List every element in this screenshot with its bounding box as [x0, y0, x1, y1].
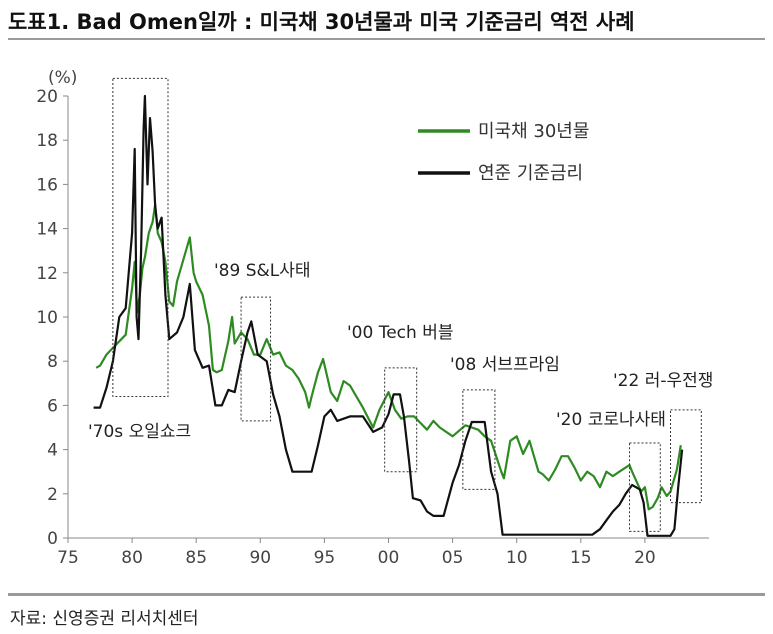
page-title: 도표1. Bad Omen일까 : 미국채 30년물과 미국 기준금리 역전 사…	[8, 10, 635, 34]
annotation-box	[670, 409, 702, 504]
legend-label-treasury30y: 미국채 30년물	[478, 121, 589, 142]
legend: 미국채 30년물 연준 기준금리	[418, 121, 589, 184]
y-tick-label: 10	[36, 308, 58, 328]
axes-layer: 0 2 4 6 8 10 12 14 16 18 20 75 80 85 90 95 00 05 10 15 20	[36, 87, 709, 568]
x-tick-label: 85	[185, 548, 207, 568]
annotation-box	[240, 296, 272, 422]
y-tick-label: 18	[36, 131, 58, 151]
series-line-treasury30y	[95, 203, 682, 511]
y-tick-label: 0	[47, 529, 58, 549]
x-tick-label: 10	[506, 548, 528, 568]
annotation-label: '22 러-우전쟁	[613, 371, 713, 391]
y-tick-label: 4	[47, 441, 58, 461]
y-axis-unit-label: (%)	[48, 68, 77, 88]
x-tick-label: 20	[634, 548, 656, 568]
x-tick-label: 80	[121, 548, 143, 568]
annotation-label: '08 서브프라임	[450, 355, 560, 375]
y-tick-label: 20	[36, 87, 58, 107]
footer-divider	[8, 593, 765, 596]
x-tick-label: 00	[378, 548, 400, 568]
annotation-box	[462, 389, 496, 490]
annotation-layer: '70s 오일쇼크 '89 S&L사태 '00 Tech 버블 '08 서브프라임 '2…	[88, 77, 713, 532]
x-tick-label: 15	[570, 548, 592, 568]
series-line-fed-funds	[93, 94, 684, 537]
x-tick-label: 90	[249, 548, 271, 568]
series-layer	[93, 94, 684, 537]
annotation-label: '89 S&L사태	[214, 261, 311, 281]
y-tick-label: 6	[47, 396, 58, 416]
annotation-label: '00 Tech 버블	[347, 323, 453, 343]
y-tick-label: 12	[36, 264, 58, 284]
annotation-box	[112, 77, 169, 398]
y-tick-label: 2	[47, 485, 58, 505]
y-tick-label: 16	[36, 175, 58, 195]
x-tick-label: 95	[314, 548, 336, 568]
source-note: 자료: 신영증권 리서치센터	[10, 609, 199, 629]
annotation-box	[384, 367, 418, 473]
x-tick-label: 05	[442, 548, 464, 568]
title-divider	[8, 38, 765, 40]
annotation-label: '20 코로나사태	[556, 410, 666, 430]
annotation-label: '70s 오일쇼크	[88, 422, 191, 442]
y-tick-label: 8	[47, 352, 58, 372]
x-tick-label: 75	[57, 548, 79, 568]
legend-label-fed-funds: 연준 기준금리	[478, 163, 583, 184]
y-tick-label: 14	[36, 220, 58, 240]
line-chart: 0 2 4 6 8 10 12 14 16 18 20 75 80 85 90 95 00 05 10 15 20 (%…	[36, 68, 713, 568]
